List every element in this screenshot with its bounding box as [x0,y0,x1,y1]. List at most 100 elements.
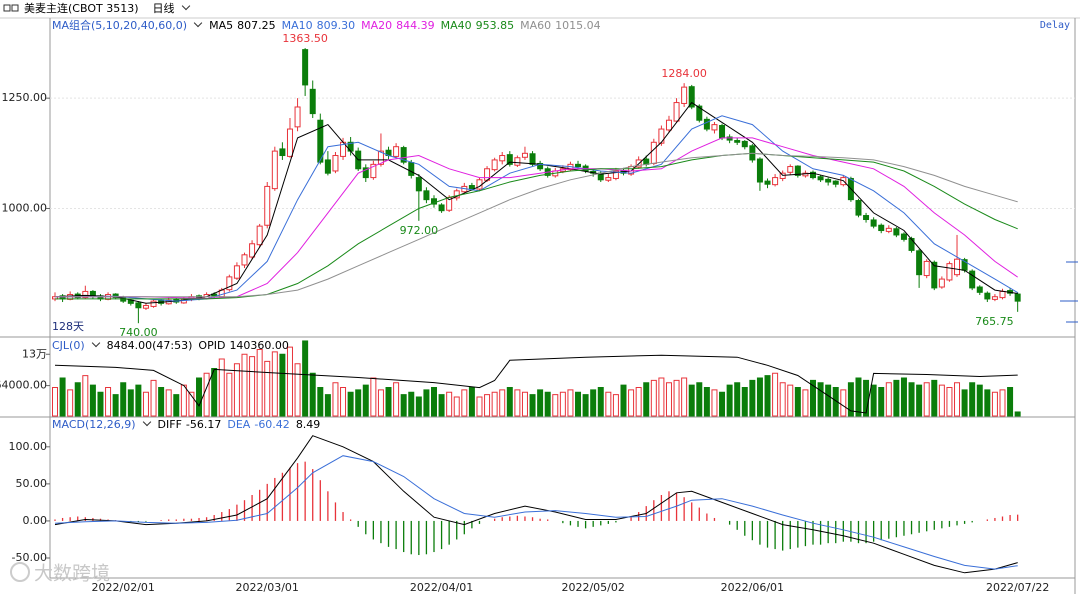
series-line [54,455,1018,570]
volume-bar [620,384,627,417]
candle-body [885,227,892,232]
x-tick-label: 2022/02/01 [92,581,155,594]
candle-body [954,258,961,276]
volume-bar [961,389,968,417]
volume-bar [347,391,354,417]
volume-bar [415,396,422,417]
candle-body [696,105,703,121]
volume-bar [211,368,218,417]
candle-body [726,136,733,141]
volume-bar [817,382,824,417]
candle-body [499,155,506,162]
chevron[interactable] [181,1,190,11]
candle-body [332,155,339,172]
volume-bar [279,353,286,417]
volume-bar [984,389,991,417]
annotation: 1363.50 [282,32,328,45]
volume-bar [271,351,278,417]
y-tick-label: 64000.00 [0,379,47,392]
candle-body [453,190,460,199]
volume-bar [233,363,240,417]
volume-bar [582,394,589,417]
y-tick-label: 50.00 [16,477,48,490]
volume-bar [112,394,119,417]
candle-body [999,290,1006,299]
candle-body [688,86,695,108]
volume-bar [127,389,134,417]
volume-bar [832,387,839,417]
ma-header: MA组合(5,10,20,40,60,0) MA5 807.25 MA10 809.3… [52,18,607,33]
candle-body [233,265,240,279]
volume-bar [931,379,938,417]
series-name: OPID [198,338,226,352]
volume-bar [726,384,733,417]
candle-body [537,162,544,170]
candle-body [658,128,665,144]
volume-bar [590,389,597,417]
volume-bar [218,358,225,417]
series-line [54,354,1018,414]
volume-bar [840,389,847,417]
candle-body [408,162,415,176]
volume-bar [453,396,460,417]
volume-bar [97,391,104,417]
candle-body [855,200,862,216]
volume-bar [89,384,96,417]
volume-bar [810,379,816,417]
chevron[interactable] [193,18,203,28]
series-value: 1015.04 [555,18,601,32]
candle-body [150,300,157,307]
candle-body [984,292,991,300]
candle-body [362,167,369,179]
x-tick-label: 2022/03/01 [236,581,299,594]
volume-bar [377,389,384,417]
icon [3,4,11,12]
candle-body [317,119,324,163]
volume-bar [196,377,203,417]
indicator[interactable]: CJL(0) [52,338,85,352]
indicator[interactable]: MA组合(5,10,20,40,60,0) [52,19,188,32]
volume-bar [158,387,165,417]
candle-body [271,150,278,190]
volume-bar [999,389,1006,417]
chevron[interactable] [142,417,151,427]
series-value: 844.39 [396,18,435,32]
volume-bar [393,382,400,417]
volume-bar [734,382,741,417]
chevron[interactable] [91,338,100,348]
x-tick-label: 2022/04/01 [410,581,473,594]
volume-bar [741,387,748,417]
volume-bar [923,382,930,417]
volume-bar [370,377,377,417]
y-tick-label: 100.00 [9,440,48,453]
series-value: 140360.00 [229,338,289,352]
volume-bar [385,387,392,417]
period[interactable]: 日线 [152,2,175,15]
candle-body [756,158,763,183]
candle-body [612,170,619,179]
candle-body [438,204,445,212]
volume-bar [105,387,112,417]
volume-bar [954,382,961,417]
candle-body [294,106,301,128]
watermark: 大数跨境 [34,563,110,585]
volume-bar [446,391,453,417]
indicator[interactable]: MACD(12,26,9) [52,417,136,431]
icon [11,4,19,12]
volume-bar [719,391,726,417]
x-tick-label: 2022/07/22 [986,581,1049,594]
series-line [55,137,1018,300]
candle-body [309,88,316,115]
volume-bar [885,382,892,417]
series-line [54,435,1018,574]
volume-bar [703,387,710,417]
volume-bar [802,389,809,417]
candle-body [870,219,877,227]
annotation: 740.00 [119,326,158,339]
volume-bar [575,391,582,417]
candle-body [241,254,248,266]
y-tick-label: 13万 [22,347,47,360]
annotation: 972.00 [400,224,439,237]
y-tick-label: 1250.00 [2,91,48,104]
current-value: 8484.00(47:53) [106,338,193,352]
